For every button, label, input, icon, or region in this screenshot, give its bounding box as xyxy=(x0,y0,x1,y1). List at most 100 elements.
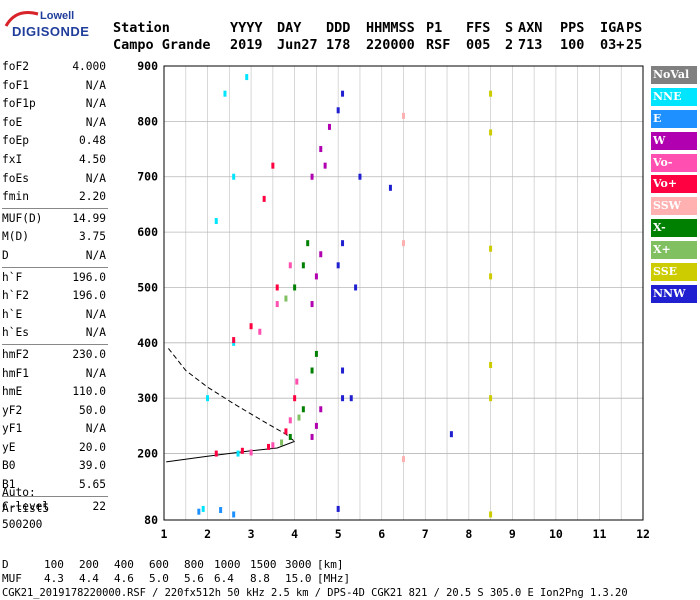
plot-frame xyxy=(163,65,644,521)
param-row: yF1 N/A xyxy=(2,420,108,439)
param-value: 2.20 xyxy=(79,190,106,204)
mark-sse xyxy=(489,361,493,368)
muf-cell-7: 8.8 xyxy=(250,572,270,585)
logo-line2: DIGISONDE xyxy=(12,24,90,39)
header-label-0: Station xyxy=(113,20,170,36)
param-row: yE 20.0 xyxy=(2,439,108,458)
param-value: 14.99 xyxy=(72,211,106,225)
mark-nne xyxy=(223,90,227,97)
auto-line1: Auto: xyxy=(2,486,36,499)
parameters-panel: foF2 4.000 foF1 N/A foF1p N/A foE N/A foEp 0.48 fx… xyxy=(2,58,108,516)
param-label: fxI xyxy=(2,152,23,166)
muf-cell-5: 5.6 xyxy=(184,572,204,585)
param-label: h`F xyxy=(2,270,23,284)
header-value-8: 713 xyxy=(518,37,543,53)
param-label: yF1 xyxy=(2,422,23,436)
y-tick-label: 700 xyxy=(137,170,158,184)
mark-nne xyxy=(236,450,240,457)
legend-item-nne: NNE xyxy=(651,87,697,106)
x-tick-label: 12 xyxy=(636,527,650,541)
mark-ssw xyxy=(402,456,405,463)
mark-vo xyxy=(271,162,275,169)
header-value-7: 2 xyxy=(505,37,514,53)
muf-cell-8: 15.0 xyxy=(285,572,312,585)
param-value: 0.48 xyxy=(79,134,106,148)
param-separator xyxy=(2,266,108,268)
distance-cell-2: 200 xyxy=(79,558,99,571)
mark-nnw xyxy=(358,173,362,180)
param-value: 39.0 xyxy=(79,459,106,473)
mark-vo xyxy=(258,328,262,335)
legend-item-ssw: SSW xyxy=(651,197,697,216)
y-tick-label: 200 xyxy=(137,447,158,461)
param-label: h`F2 xyxy=(2,289,29,303)
x-tick-label: 11 xyxy=(593,527,607,541)
mark-nnw xyxy=(354,284,358,291)
x-tick-label: 6 xyxy=(378,527,385,541)
mark-x xyxy=(306,240,310,247)
param-row: hmF1 N/A xyxy=(2,365,108,384)
mark-nnw xyxy=(336,505,340,512)
legend-item-e: E xyxy=(651,109,697,128)
param-label: h`Es xyxy=(2,326,29,340)
param-value: 230.0 xyxy=(72,347,106,361)
param-row: hmF2 230.0 xyxy=(2,346,108,365)
mark-sse xyxy=(489,273,493,280)
x-tick-label: 2 xyxy=(204,527,211,541)
mark-x xyxy=(310,367,314,374)
header-label-2: DAY xyxy=(277,20,302,36)
mark-w xyxy=(327,123,331,130)
mark-ssw xyxy=(402,112,405,119)
mark-nnw xyxy=(341,395,345,402)
legend-item-sse: SSE xyxy=(651,263,697,282)
x-tick-label: 8 xyxy=(465,527,472,541)
param-row: h`E N/A xyxy=(2,306,108,325)
mark-nne xyxy=(232,173,236,180)
mark-vo xyxy=(267,443,271,450)
mark-vo xyxy=(271,442,275,449)
y-tick-label: 80 xyxy=(144,513,158,527)
header-label-8: AXN xyxy=(518,20,543,36)
param-label: M(D) xyxy=(2,230,29,244)
muf-cell-6: 6.4 xyxy=(214,572,234,585)
param-value: 196.0 xyxy=(72,270,106,284)
param-row: fxI 4.50 xyxy=(2,151,108,170)
distance-cell-1: 100 xyxy=(44,558,64,571)
muf-cell-2: 4.4 xyxy=(79,572,99,585)
mark-nne xyxy=(206,395,210,402)
digisonde-logo: Lowell DIGISONDE xyxy=(2,6,89,46)
param-row: yF2 50.0 xyxy=(2,402,108,421)
header-value-1: 2019 xyxy=(230,37,263,53)
mark-vo xyxy=(249,449,253,456)
mark-x xyxy=(314,350,318,357)
param-row: foEp 0.48 xyxy=(2,132,108,151)
mark-e xyxy=(219,507,223,514)
param-value: 196.0 xyxy=(72,289,106,303)
header-label-6: FFS xyxy=(466,20,491,36)
mark-w xyxy=(314,422,318,429)
distance-cell-5: 800 xyxy=(184,558,204,571)
header-label-3: DDD xyxy=(326,20,351,36)
mark-x xyxy=(280,439,284,446)
mark-vo xyxy=(249,323,253,330)
y-tick-label: 600 xyxy=(137,225,158,239)
distance-cell-9: [km] xyxy=(317,558,344,571)
auto-line3: 500200 xyxy=(2,518,43,531)
param-row: foF2 4.000 xyxy=(2,58,108,77)
y-tick-label: 800 xyxy=(137,114,158,128)
param-row: h`Es N/A xyxy=(2,324,108,343)
param-value: 4.50 xyxy=(79,152,106,166)
param-label: hmF1 xyxy=(2,366,29,380)
param-label: foE xyxy=(2,115,23,129)
distance-cell-3: 400 xyxy=(114,558,134,571)
header-value-4: 220000 xyxy=(366,37,415,53)
param-label: hmF2 xyxy=(2,347,29,361)
param-value: N/A xyxy=(85,326,106,340)
mark-w xyxy=(319,406,323,413)
auto-scaling-info: Auto: Artist5 500200 xyxy=(2,485,49,533)
param-label: foF2 xyxy=(2,60,29,73)
x-tick-label: 10 xyxy=(549,527,563,541)
logo-line1: Lowell xyxy=(40,10,75,22)
header-value-5: RSF xyxy=(426,37,451,53)
